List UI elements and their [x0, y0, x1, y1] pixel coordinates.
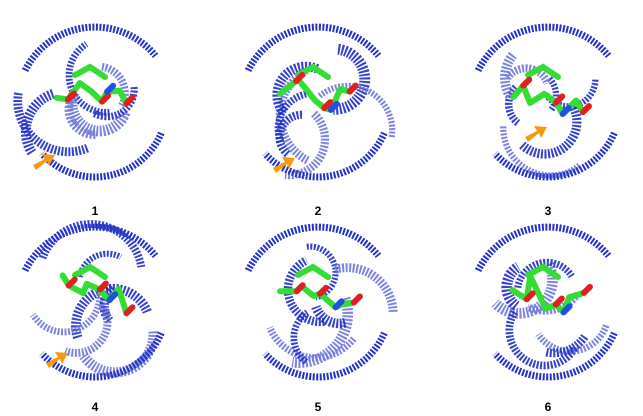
panel-label: 5	[315, 400, 322, 414]
density-arc	[522, 108, 577, 154]
density-arc	[265, 333, 384, 377]
atom	[350, 86, 356, 92]
panel-label: 2	[315, 204, 322, 218]
panel: 1	[18, 27, 162, 218]
atom	[107, 86, 113, 92]
atom	[100, 284, 106, 290]
panel: 2	[248, 27, 392, 218]
panel-label: 6	[545, 400, 552, 414]
atom	[354, 297, 360, 303]
atom	[523, 80, 529, 86]
panel-label: 3	[545, 204, 552, 218]
atom	[583, 106, 589, 112]
atom	[584, 287, 590, 293]
panel-label: 1	[92, 204, 99, 218]
atom	[564, 306, 570, 312]
atom	[563, 108, 569, 114]
atom	[69, 280, 75, 286]
density-arc	[280, 115, 303, 154]
atom	[68, 94, 74, 100]
atom	[331, 104, 337, 110]
atom	[126, 97, 132, 103]
panel: 4	[25, 224, 161, 414]
atom	[556, 96, 562, 102]
panel: 6	[478, 227, 614, 414]
atom	[296, 75, 302, 81]
molecule	[75, 67, 105, 77]
atom	[126, 307, 132, 313]
figure: 1 2 3 4 5 6	[0, 0, 643, 416]
arrow	[525, 126, 547, 142]
atom	[102, 96, 108, 102]
atom	[527, 293, 533, 299]
molecule	[298, 267, 328, 277]
atom	[109, 294, 115, 300]
atom	[320, 288, 326, 294]
panel: 3	[478, 27, 614, 218]
density-arc	[495, 133, 614, 177]
density-arc	[285, 114, 325, 175]
density-arc	[42, 133, 161, 177]
panel: 5	[248, 227, 393, 414]
atom	[556, 299, 562, 305]
atom	[297, 285, 303, 291]
atom	[336, 301, 342, 307]
panel-label: 4	[92, 400, 99, 414]
